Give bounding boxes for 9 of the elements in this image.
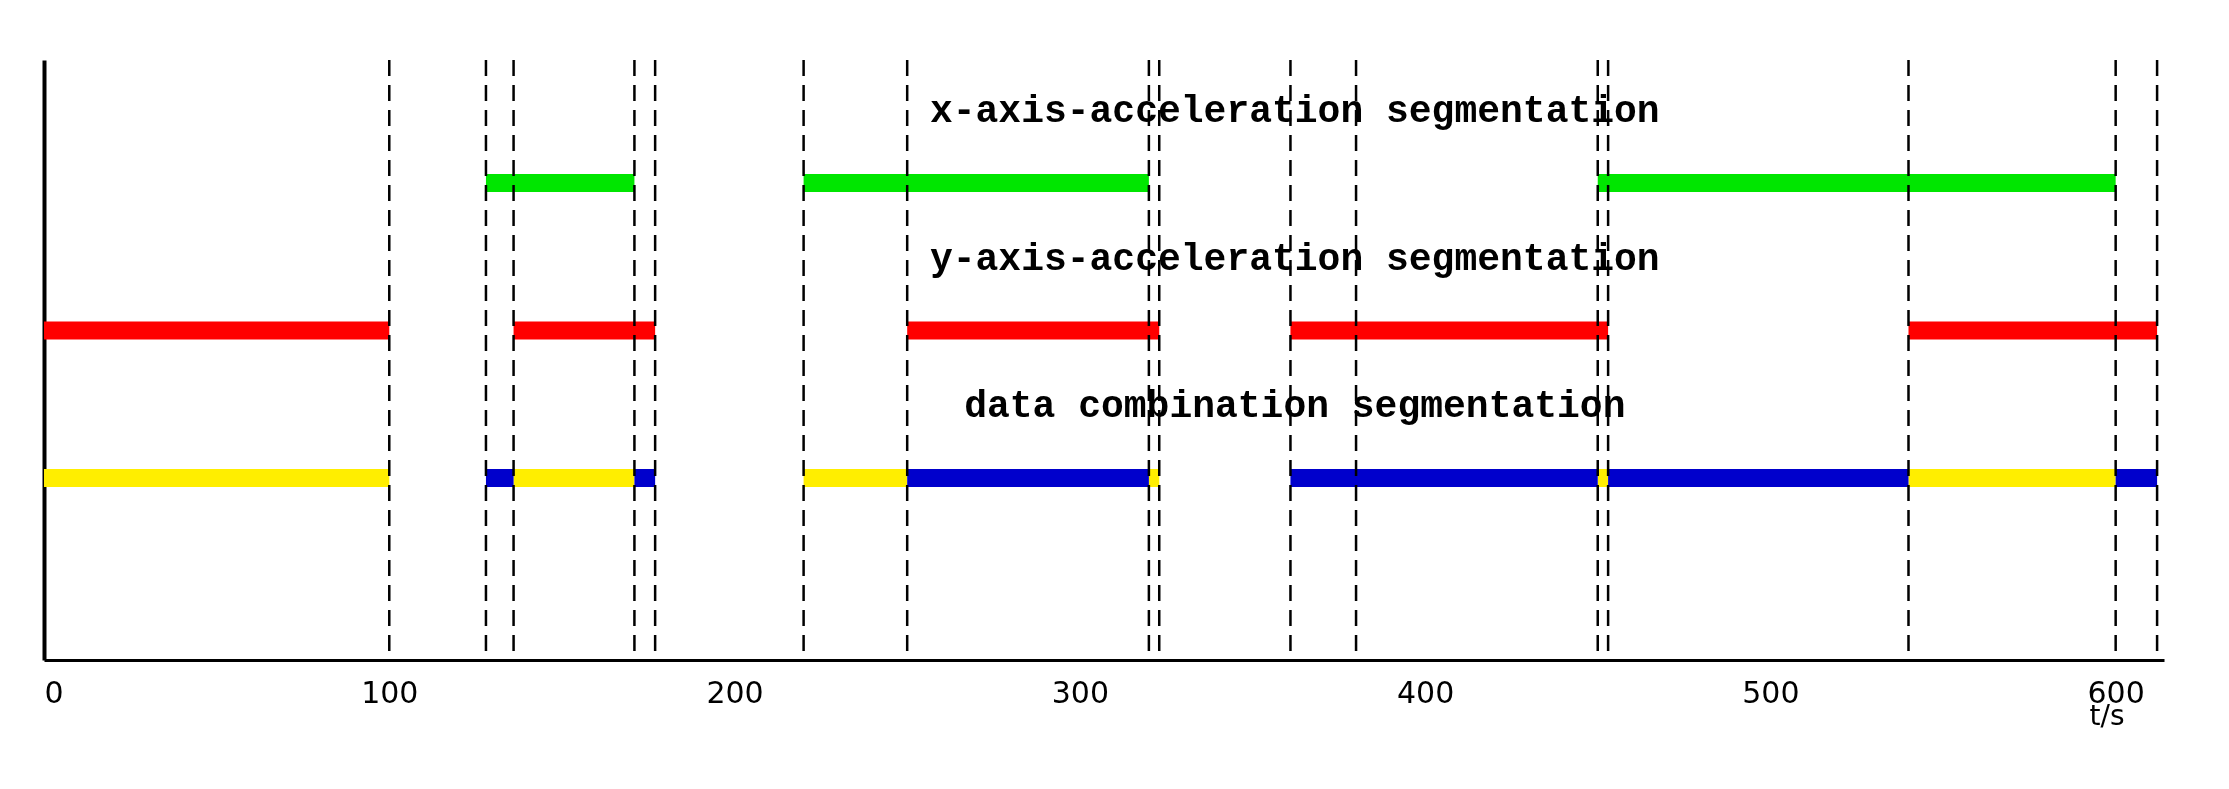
x-tick-label: 500	[1742, 674, 1800, 710]
x-tick-label: 200	[706, 674, 764, 710]
x-tick-label: 100	[361, 674, 419, 710]
x-tick-label: 0	[44, 674, 64, 710]
annotation: data combination segmentation	[964, 385, 1626, 428]
annotation: y-axis-acceleration segmentation	[929, 237, 1660, 281]
annotation: x-axis-acceleration segmentation	[929, 90, 1660, 133]
x-tick-label: 300	[1051, 674, 1109, 710]
x-tick-label: 400	[1396, 674, 1455, 710]
